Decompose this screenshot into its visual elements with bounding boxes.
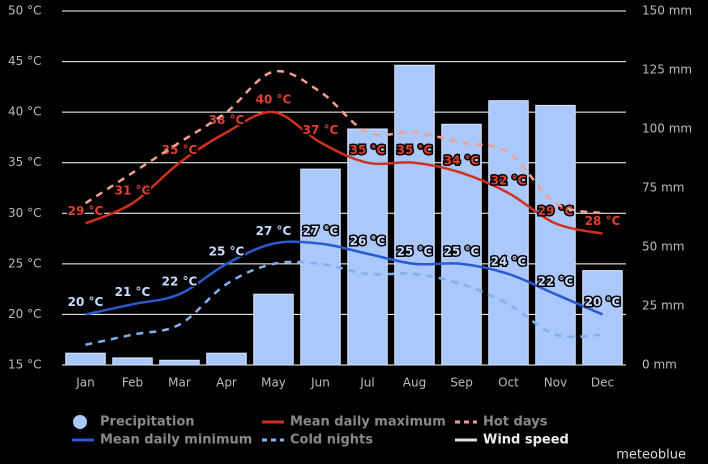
value-label: 31 °C [115,184,151,198]
x-tick-label: Mar [168,376,191,390]
value-label: 24 °C [491,254,527,268]
value-label: 37 °C [303,123,339,137]
source: meteoblue [616,448,686,463]
x-tick-label: Oct [498,376,519,390]
bar [253,293,294,366]
y2-tick-label: 50 mm [642,240,684,254]
x-tick-label: Dec [591,376,614,390]
value-label: 22 °C [538,275,574,289]
value-label: 25 °C [444,244,480,258]
line [85,110,603,235]
legend-swatch [73,415,87,429]
y-tick-label: 35 °C [8,155,41,169]
y2-tick-label: 25 mm [642,299,684,313]
value-label: 35 °C [350,143,386,157]
y-tick-label: 50 °C [8,4,41,18]
value-label: 35 °C [162,143,198,157]
value-label: 25 °C [209,244,245,258]
bar [535,104,576,366]
bar [112,357,153,366]
bar [441,123,482,366]
y-tick-label: 25 °C [8,256,41,270]
bar [394,64,435,366]
value-label: 29 °C [538,204,574,218]
y-tick-label: 15 °C [8,358,41,372]
y2-tick-label: 125 mm [642,63,692,77]
y-tick-label: 45 °C [8,54,41,68]
x-tick-label: Sep [450,376,473,390]
bar [488,100,529,366]
x-tick-label: Jul [359,376,374,390]
value-label: 27 °C [303,224,339,238]
x-tick-label: Jan [75,376,95,390]
x-tick-label: Nov [544,376,567,390]
value-label: 20 °C [585,295,621,309]
value-label: 38 °C [209,113,245,127]
x-tick-label: Aug [403,376,426,390]
value-label: 32 °C [491,174,527,188]
value-label: 26 °C [350,234,386,248]
bar [65,352,106,366]
value-label: 40 °C [256,93,292,107]
x-tick-label: Feb [122,376,143,390]
legend-label: Mean daily minimum [100,433,252,448]
bar [206,352,247,366]
value-label: 29 °C [68,204,104,218]
value-label: 34 °C [444,153,480,167]
y-tick-label: 40 °C [8,105,41,119]
y-tick-label: 30 °C [8,206,41,220]
y2-tick-label: 0 mm [642,358,677,372]
legend-label: Mean daily maximum [290,415,446,430]
legend-label: Precipitation [100,415,195,430]
value-label: 35 °C [397,143,433,157]
value-label: 22 °C [162,275,198,289]
bar [347,128,388,366]
legend-label: Wind speed [483,433,569,448]
bar [159,359,200,366]
legend-label: Cold nights [290,433,373,448]
value-label: 21 °C [115,285,151,299]
line [85,260,603,346]
y2-tick-label: 100 mm [642,122,692,136]
y2-tick-label: 150 mm [642,4,692,18]
bar [300,168,341,366]
value-label: 25 °C [397,244,433,258]
x-tick-label: Jun [310,376,330,390]
value-label: 20 °C [68,295,104,309]
y-tick-label: 20 °C [8,307,41,321]
bar [582,270,623,366]
line [84,69,603,215]
value-label: 27 °C [256,224,292,238]
x-tick-label: May [261,376,286,390]
line [85,240,603,316]
legend-label: Hot days [483,415,548,430]
value-label: 28 °C [585,214,621,228]
y2-tick-label: 75 mm [642,181,684,195]
x-tick-label: Apr [216,376,237,390]
